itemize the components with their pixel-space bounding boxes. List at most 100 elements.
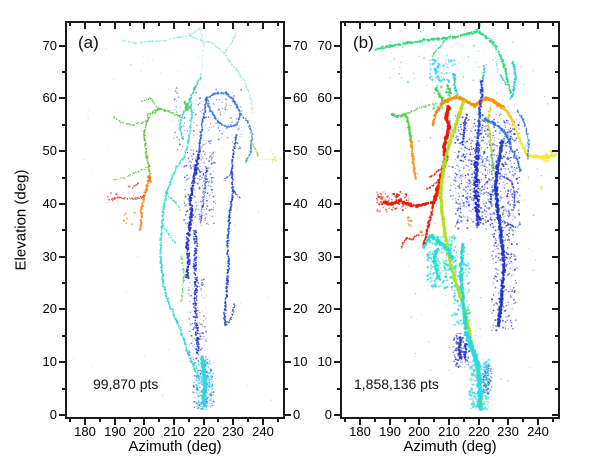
- y-tick-label: 30: [317, 249, 332, 264]
- tick-mark: [334, 97, 340, 99]
- tick-mark: [62, 388, 65, 390]
- x-tick-label: 240: [252, 424, 274, 439]
- x-tick-label: 210: [163, 424, 185, 439]
- y-tick-label: 10: [42, 354, 57, 369]
- tick-mark: [232, 23, 234, 29]
- x-tick-label: 240: [527, 424, 549, 439]
- tick-mark: [59, 97, 65, 99]
- tick-mark: [62, 229, 65, 231]
- y-tick-label: 50: [42, 143, 57, 158]
- y-tick-label: 30: [42, 249, 57, 264]
- tick-mark: [374, 23, 376, 26]
- panel-a: (a) 99,870 pts: [65, 21, 285, 419]
- tick-mark: [552, 150, 558, 152]
- tick-mark: [478, 23, 480, 29]
- y-tick-label: 50: [293, 143, 308, 158]
- tick-mark: [507, 23, 509, 29]
- tick-mark: [203, 419, 205, 425]
- tick-mark: [99, 23, 101, 26]
- x-tick-label: 220: [468, 424, 490, 439]
- x-axis-title-b: Azimuth (deg): [403, 438, 497, 455]
- scatter-canvas-a: [67, 23, 283, 417]
- tick-mark: [285, 282, 288, 284]
- panel-a-point-count: 99,870 pts: [93, 376, 159, 392]
- tick-mark: [285, 177, 288, 179]
- tick-mark: [285, 308, 291, 310]
- tick-mark: [537, 23, 539, 29]
- tick-mark: [59, 203, 65, 205]
- tick-mark: [418, 419, 420, 425]
- tick-mark: [404, 419, 406, 422]
- y-tick-label: 60: [293, 90, 308, 105]
- tick-mark: [337, 229, 340, 231]
- tick-mark: [555, 335, 558, 337]
- tick-mark: [232, 419, 234, 425]
- tick-mark: [448, 23, 450, 29]
- tick-mark: [247, 23, 249, 26]
- tick-mark: [552, 256, 558, 258]
- y-tick-label: 0: [324, 407, 332, 422]
- tick-mark: [158, 23, 160, 26]
- tick-mark: [173, 419, 175, 425]
- tick-mark: [59, 45, 65, 47]
- y-tick-label: 70: [317, 38, 332, 53]
- tick-mark: [285, 124, 288, 126]
- tick-mark: [334, 414, 340, 416]
- x-tick-label: 190: [379, 424, 401, 439]
- tick-mark: [334, 203, 340, 205]
- y-tick-label: 70: [42, 38, 57, 53]
- y-tick-label: 0: [293, 407, 301, 422]
- x-tick-label: 200: [408, 424, 430, 439]
- tick-mark: [478, 419, 480, 425]
- tick-mark: [552, 45, 558, 47]
- tick-mark: [277, 419, 279, 422]
- tick-mark: [114, 23, 116, 29]
- tick-mark: [389, 23, 391, 29]
- tick-mark: [62, 335, 65, 337]
- x-axis-title-a: Azimuth (deg): [128, 438, 222, 455]
- tick-mark: [337, 388, 340, 390]
- y-tick-label: 40: [42, 196, 57, 211]
- x-tick-label: 210: [438, 424, 460, 439]
- tick-mark: [389, 419, 391, 425]
- tick-mark: [173, 23, 175, 29]
- tick-mark: [522, 23, 524, 26]
- x-tick-label: 230: [222, 424, 244, 439]
- y-tick-label: 10: [293, 354, 308, 369]
- tick-mark: [404, 23, 406, 26]
- tick-mark: [463, 23, 465, 26]
- tick-mark: [158, 419, 160, 422]
- y-tick-label: 60: [317, 90, 332, 105]
- y-tick-label: 20: [42, 301, 57, 316]
- tick-mark: [555, 229, 558, 231]
- y-tick-label: 0: [49, 407, 57, 422]
- tick-mark: [334, 45, 340, 47]
- y-tick-label: 20: [317, 301, 332, 316]
- tick-mark: [433, 23, 435, 26]
- tick-mark: [69, 419, 71, 422]
- tick-mark: [359, 23, 361, 29]
- tick-mark: [344, 23, 346, 26]
- tick-mark: [59, 361, 65, 363]
- tick-mark: [59, 414, 65, 416]
- y-tick-label: 40: [317, 196, 332, 211]
- tick-mark: [285, 45, 291, 47]
- y-tick-label: 70: [293, 38, 308, 53]
- tick-mark: [463, 419, 465, 422]
- tick-mark: [433, 419, 435, 422]
- tick-mark: [552, 97, 558, 99]
- y-tick-label: 50: [317, 143, 332, 158]
- tick-mark: [374, 419, 376, 422]
- tick-mark: [188, 23, 190, 26]
- tick-mark: [337, 177, 340, 179]
- tick-mark: [62, 71, 65, 73]
- tick-mark: [285, 97, 291, 99]
- tick-mark: [337, 124, 340, 126]
- y-tick-label: 20: [293, 301, 308, 316]
- tick-mark: [62, 282, 65, 284]
- panel-a-label: (a): [78, 33, 99, 52]
- x-tick-label: 180: [349, 424, 371, 439]
- tick-mark: [285, 71, 288, 73]
- y-tick-label: 30: [293, 249, 308, 264]
